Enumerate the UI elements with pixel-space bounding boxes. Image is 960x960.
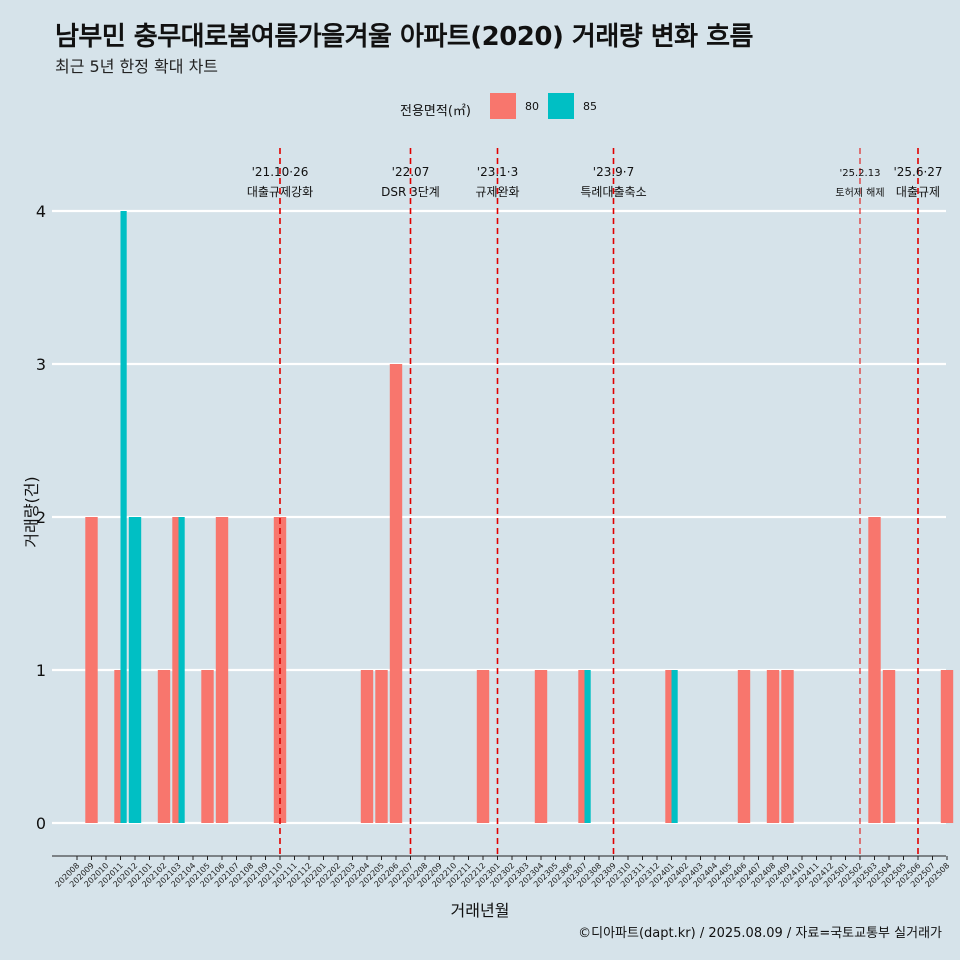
x-axis-label: 거래년월 — [450, 901, 510, 920]
y-tick-label: 3 — [36, 355, 46, 374]
legend-key-80 — [490, 93, 516, 119]
legend-label-80: 80 — [525, 100, 539, 113]
bar-80-202409 — [781, 670, 794, 823]
bar-80-202206 — [389, 364, 403, 823]
bar-80-202504 — [882, 670, 896, 823]
chart-title: 남부민 충무대로봄여름가을겨울 아파트(2020) 거래량 변화 흐름 — [55, 22, 753, 52]
bar-80-202106 — [215, 517, 229, 823]
y-tick-label: 4 — [36, 202, 46, 221]
bar-80-202102 — [157, 670, 171, 823]
event-name-label: 대출규제 — [896, 185, 940, 199]
legend-title: 전용면적(㎡) — [400, 104, 471, 119]
y-axis-label: 거래량(건) — [22, 476, 41, 548]
source-caption: ©디아파트(dapt.kr) / 2025.08.09 / 자료=국토교통부 실… — [578, 926, 942, 941]
bar-80-202205 — [375, 670, 388, 823]
bar-85-202307 — [584, 670, 591, 823]
legend-key-85 — [548, 93, 574, 119]
chart-subtitle: 최근 5년 한정 확대 차트 — [55, 57, 219, 76]
event-name-label: 규제완화 — [475, 185, 519, 199]
legend-label-85: 85 — [583, 100, 597, 113]
y-tick-label: 1 — [36, 661, 46, 680]
bar-85-202103 — [178, 517, 185, 823]
bar-80-202011 — [114, 670, 121, 823]
event-date-label: '25.2.13 — [840, 168, 881, 179]
bar-80-202408 — [766, 670, 780, 823]
bar-80-202212 — [476, 670, 490, 823]
event-name-label: 대출규제강화 — [247, 185, 313, 199]
bar-80-202406 — [737, 670, 751, 823]
event-date-label: '22.07 — [392, 165, 430, 179]
bar-80-202503 — [868, 517, 881, 823]
event-date-label: '23.9·7 — [593, 165, 634, 179]
bar-80-202508 — [940, 670, 954, 823]
bar-80-202103 — [172, 517, 179, 823]
event-name-label: 특례대출축소 — [580, 185, 646, 199]
event-name-label: DSR 3단계 — [381, 185, 440, 199]
bar-80-202105 — [201, 670, 214, 823]
event-date-label: '25.6·27 — [893, 165, 942, 179]
event-name-label: 토허제 해제 — [835, 186, 884, 199]
y-tick-label: 2 — [36, 508, 46, 527]
event-date-label: '23.1·3 — [477, 165, 518, 179]
bar-80-202204 — [360, 670, 374, 823]
bar-85-202012 — [128, 517, 142, 823]
y-tick-label: 0 — [36, 814, 46, 833]
bar-80-202304 — [534, 670, 548, 823]
event-date-label: '21.10·26 — [252, 165, 309, 179]
bar-80-202009 — [85, 517, 98, 823]
legend: 전용면적(㎡) 80 85 — [0, 92, 960, 122]
bar-85-202011 — [120, 211, 127, 823]
bar-80-202307 — [578, 670, 585, 823]
bar-80-202401 — [665, 670, 672, 823]
bar-85-202401 — [671, 670, 678, 823]
